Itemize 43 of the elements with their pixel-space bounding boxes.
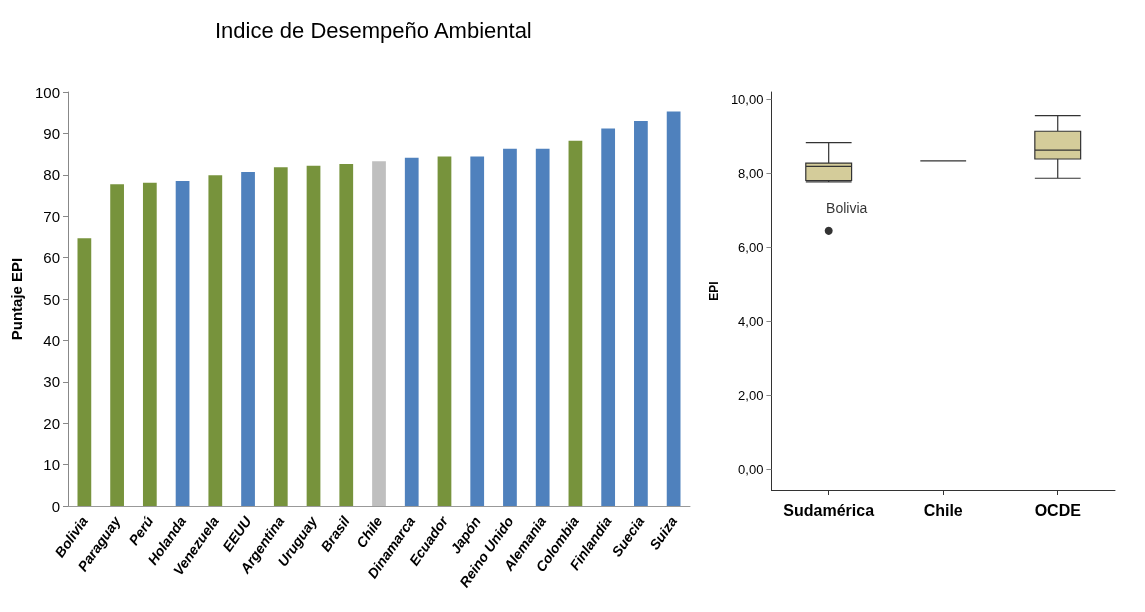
y-tick-label: 90 [43,124,60,142]
y-tick-label: 0,00 [738,462,764,478]
bar [535,148,550,506]
x-tick-label: Chile [923,501,963,519]
bar [437,156,452,506]
bar [175,181,190,506]
y-tick-label: 100 [34,83,60,101]
bar [470,156,485,506]
bar [666,111,681,506]
bar [372,161,386,506]
y-tick-label: 20 [43,414,60,432]
y-tick-label: 8,00 [738,165,764,181]
x-tick-label: Sudamérica [783,501,875,519]
bar [208,175,223,506]
y-tick-label: 60 [43,249,60,267]
y-axis-title: EPI [707,281,721,301]
bar [404,157,419,506]
bar [77,238,92,506]
bar [634,120,648,506]
y-axis-title: Puntaje EPI [8,257,26,341]
y-tick-label: 2,00 [738,388,764,404]
y-tick-label: 0 [51,497,60,515]
y-tick-label: 10,00 [730,91,764,107]
y-tick-label: 70 [43,207,60,225]
bar [241,171,255,506]
bar [142,182,157,506]
bar [339,164,354,506]
bar [306,165,321,506]
y-tick-label: 30 [43,373,60,391]
chart-title: Indice de Desempeño Ambiental [215,17,532,43]
bar [568,140,583,506]
y-tick-label: 40 [43,331,60,349]
y-tick-label: 10 [43,456,60,474]
y-tick-label: 50 [43,290,60,308]
annotation: Bolivia [826,199,868,216]
bar [273,167,288,506]
y-tick-label: 4,00 [738,314,764,330]
x-tick-label: OCDE [1034,501,1082,519]
bar [601,128,616,506]
bar [503,148,517,506]
bar [110,184,124,506]
y-tick-label: 80 [43,166,60,184]
y-tick-label: 6,00 [738,240,764,255]
